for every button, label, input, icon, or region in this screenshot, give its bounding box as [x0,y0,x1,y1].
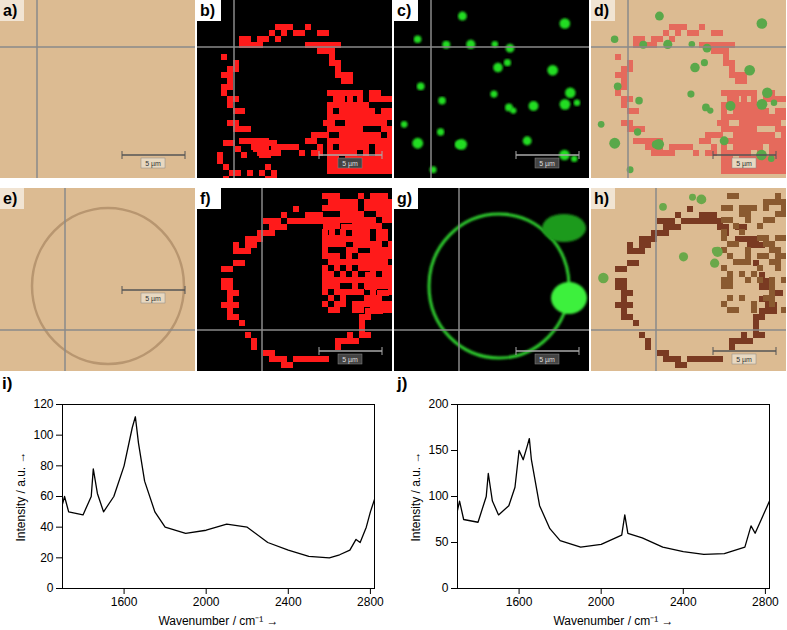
svg-text:120: 120 [33,397,53,411]
svg-text:20: 20 [40,551,54,565]
svg-text:100: 100 [428,489,448,503]
svg-text:Wavenumber / cm⁻¹ →: Wavenumber / cm⁻¹ → [553,614,673,628]
svg-text:2800: 2800 [752,595,779,609]
svg-text:g): g) [397,190,412,207]
svg-text:b): b) [200,2,215,19]
svg-text:80: 80 [40,459,54,473]
svg-text:a): a) [3,2,17,19]
svg-text:2800: 2800 [357,595,384,609]
svg-text:2400: 2400 [670,595,697,609]
svg-text:5 µm: 5 µm [342,160,358,168]
svg-text:5 µm: 5 µm [145,160,161,168]
svg-text:e): e) [3,190,17,207]
svg-text:5 µm: 5 µm [342,356,358,364]
svg-text:60: 60 [40,489,54,503]
svg-text:200: 200 [428,397,448,411]
svg-text:Intensity / a.u. →: Intensity / a.u. → [409,451,423,541]
svg-text:2000: 2000 [588,595,615,609]
svg-text:c): c) [397,2,411,19]
svg-text:f): f) [200,190,211,207]
svg-text:5 µm: 5 µm [145,295,161,303]
svg-text:h): h) [594,190,609,207]
svg-text:50: 50 [435,535,449,549]
svg-text:5 µm: 5 µm [539,356,555,364]
svg-text:150: 150 [428,443,448,457]
svg-text:0: 0 [442,581,449,595]
svg-text:d): d) [594,2,609,19]
svg-text:5 µm: 5 µm [539,160,555,168]
svg-text:1600: 1600 [506,595,533,609]
svg-text:100: 100 [33,428,53,442]
html-text:i): i) [2,374,13,393]
svg-text:2000: 2000 [193,595,220,609]
svg-text:1600: 1600 [111,595,138,609]
svg-text:0: 0 [47,581,54,595]
svg-text:5 µm: 5 µm [736,160,752,168]
svg-text:5 µm: 5 µm [736,356,752,364]
svg-text:Intensity / a.u. →: Intensity / a.u. → [14,451,28,541]
html-text:j): j) [397,374,408,393]
svg-text:2400: 2400 [275,595,302,609]
svg-text:40: 40 [40,520,54,534]
svg-text:Wavenumber / cm⁻¹ →: Wavenumber / cm⁻¹ → [158,614,278,628]
